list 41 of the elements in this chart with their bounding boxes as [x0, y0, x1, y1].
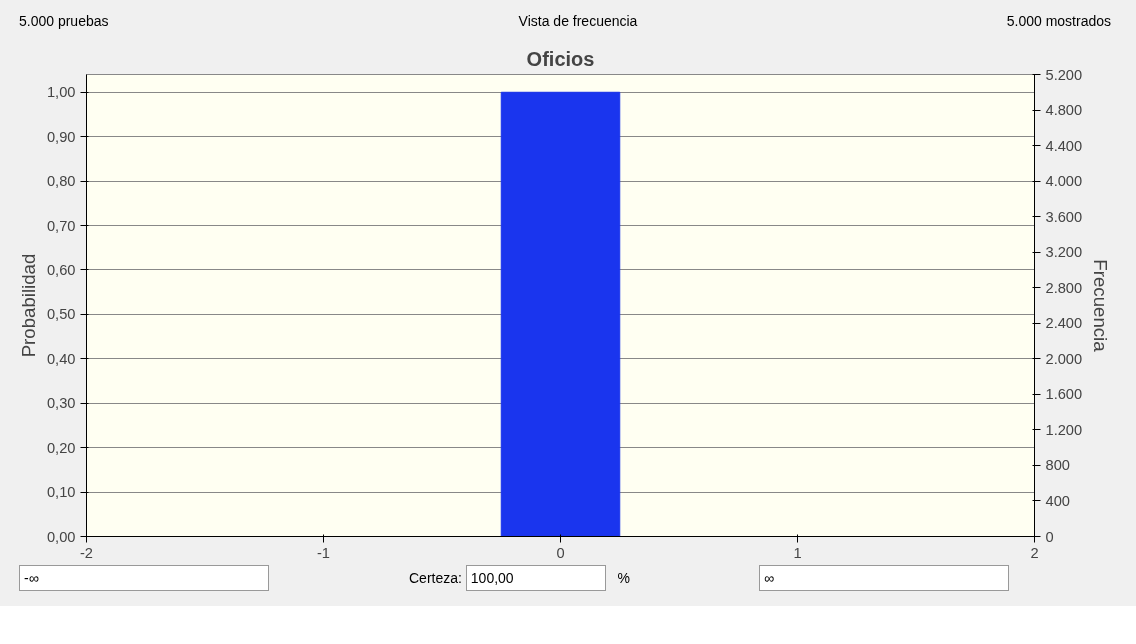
y-tick-label: 0,90	[46, 128, 76, 145]
y2-tick-label: 4.800	[1045, 102, 1083, 119]
y2-axis-title: Frecuencia	[1090, 259, 1112, 353]
x-tick-label: -2	[79, 544, 94, 561]
text: ∞	[759, 565, 1009, 591]
text: -∞	[19, 565, 269, 591]
y-tick-label: 0,80	[46, 173, 76, 190]
y2-tick-label: 3.600	[1045, 208, 1083, 225]
y2-tick-label: 4.400	[1045, 137, 1083, 154]
y-axis-title: Probabilidad	[17, 253, 39, 358]
chart-title: Oficios	[526, 47, 595, 70]
y-tick-label: 0,10	[46, 484, 76, 501]
y2-tick-label: 4.000	[1045, 173, 1083, 190]
y-tick-label: 0,30	[46, 395, 76, 412]
text: 100,00	[465, 565, 606, 591]
y2-tick-label: 2.000	[1045, 350, 1083, 367]
y2-tick-label: 5.200	[1045, 66, 1083, 83]
x-tick-label: 0	[556, 544, 565, 561]
y-tick-label: 0,60	[46, 261, 76, 278]
y2-tick-label: 800	[1045, 457, 1070, 474]
y2-tick-label: 400	[1045, 492, 1070, 509]
y2-tick-label: 1.600	[1045, 386, 1083, 403]
y2-tick-label: 2.800	[1045, 279, 1083, 296]
x-tick-label: 1	[793, 544, 802, 561]
y2-tick-label: 2.400	[1045, 315, 1083, 332]
text: %	[617, 570, 630, 586]
x-tick-label: 2	[1030, 544, 1039, 561]
y-tick-label: 0,50	[46, 306, 76, 323]
y2-tick-label: 0	[1045, 528, 1054, 545]
y-tick-label: 0,00	[46, 528, 76, 545]
text: 5.000 mostrados	[1006, 12, 1111, 31]
y2-tick-label: 1.200	[1045, 421, 1083, 438]
x-tick-label: -1	[316, 544, 331, 561]
text: Certeza:	[409, 570, 462, 586]
text: Vista de frecuencia	[518, 12, 638, 31]
y-tick-label: 0,20	[46, 439, 76, 456]
y-tick-label: 1,00	[46, 84, 76, 101]
text: 5.000 pruebas	[19, 12, 109, 31]
y2-tick-label: 3.200	[1045, 244, 1083, 261]
y-tick-label: 0,40	[46, 350, 76, 367]
y-tick-label: 0,70	[46, 217, 76, 234]
